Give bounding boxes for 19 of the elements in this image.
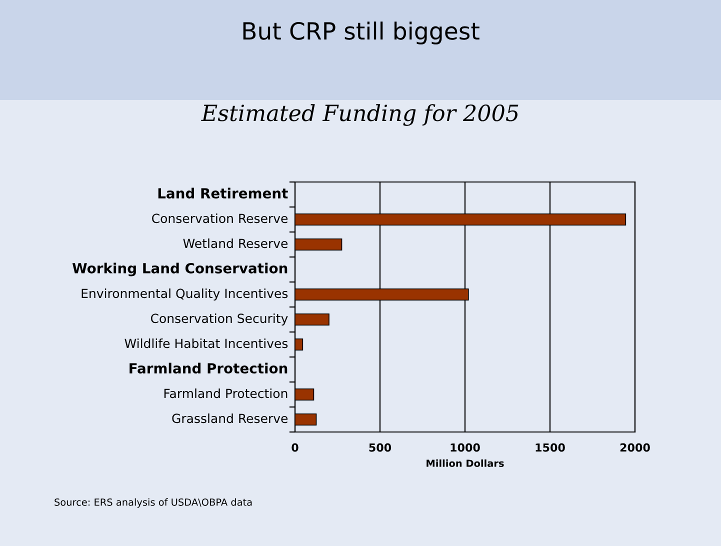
y-tick-label: Wildlife Habitat Incentives [124,338,288,348]
x-tick-label: 1000 [450,443,480,452]
y-tick-label: Land Retirement [158,188,288,199]
x-tick-label: 1500 [536,443,565,452]
x-tick-label: 500 [369,443,392,452]
chart-subtitle: Estimated Funding for 2005 [201,104,518,126]
x-tick-label: 2000 [620,443,650,452]
y-tick-label: Farmland Protection [130,362,288,374]
x-axis-title: Million Dollars [426,459,504,467]
y-tick-label: Conservation Security [150,313,288,326]
y-tick-label: Conservation Reserve [152,213,288,224]
y-tick-label: Environmental Quality Incentives [82,288,288,301]
y-tick-label: Farmland Protection [164,388,288,398]
y-tick-label: Working Land Conservation [72,262,288,276]
y-tick-label: Wetland Reserve [183,238,288,248]
x-tick-label: 0 [292,443,298,452]
y-tick-label: Grassland Reserve [172,413,288,424]
chart-title: But CRP still biggest [243,22,480,44]
source-note: Source: ERS analysis of USDA\OBPA data [54,498,252,508]
